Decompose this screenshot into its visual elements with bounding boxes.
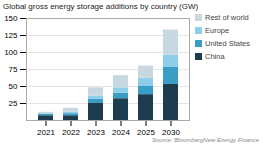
- svg-text:2030: 2030: [162, 128, 180, 136]
- svg-text:150: 150: [4, 14, 18, 23]
- html-text:China: China: [205, 52, 225, 61]
- svg-text:25: 25: [9, 99, 18, 108]
- html-text:Source: BloombergNew Energy Fi: Source: BloombergNew Energy Finance: [151, 137, 259, 143]
- svg-text:2024: 2024: [112, 128, 130, 136]
- svg-text:2025: 2025: [137, 128, 155, 136]
- svg-text:2021: 2021: [37, 128, 55, 136]
- html-text:Rest of world: Rest of world: [205, 13, 249, 22]
- html-text:Global gross energy storage ad: Global gross energy storage additions by…: [3, 2, 199, 11]
- html-text:Europe: Europe: [205, 26, 230, 35]
- svg-text:2023: 2023: [87, 128, 105, 136]
- svg-text:75: 75: [9, 65, 18, 74]
- svg-text:50: 50: [9, 82, 18, 91]
- svg-text:2022: 2022: [62, 128, 80, 136]
- html-text:United States: United States: [205, 39, 250, 48]
- svg-text:125: 125: [4, 31, 18, 40]
- svg-text:100: 100: [4, 48, 18, 57]
